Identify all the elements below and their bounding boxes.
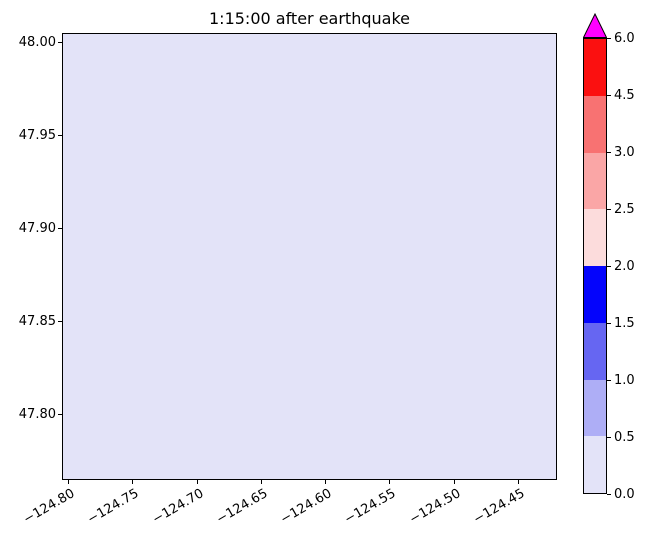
x-tick-mark [132, 480, 134, 484]
colorbar-tick-label: 2.5 [614, 201, 635, 217]
colorbar-segment [584, 379, 606, 437]
x-tick-mark [67, 480, 69, 484]
colorbar-tick-mark [607, 265, 611, 267]
colorbar-tick-label: 6.0 [614, 30, 635, 46]
y-tick-label: 47.85 [18, 314, 56, 330]
x-tick-mark [260, 480, 262, 484]
colorbar-segment [584, 39, 606, 96]
colorbar-segment [584, 436, 606, 493]
y-tick-mark [58, 414, 62, 416]
colorbar-tick-label: 1.0 [614, 372, 635, 388]
colorbar-segment [584, 95, 606, 153]
colorbar-tick-mark [607, 151, 611, 153]
x-tick-label: −124.75 [85, 486, 142, 528]
y-tick-mark [58, 321, 62, 323]
x-tick-label: −124.50 [406, 486, 464, 528]
colorbar-tick-label: 2.0 [614, 258, 635, 274]
y-tick-mark [58, 134, 62, 136]
x-tick-mark [196, 480, 198, 484]
x-tick-label: −124.60 [278, 486, 335, 528]
colorbar-tick-label: 1.5 [614, 315, 635, 331]
chart-title: 1:15:00 after earthquake [209, 9, 410, 28]
x-tick-mark [389, 480, 391, 484]
colorbar-tick-mark [607, 37, 611, 39]
x-tick-label: −124.80 [21, 486, 78, 528]
colorbar-tick-label: 3.0 [614, 144, 635, 160]
colorbar-tick-mark [607, 322, 611, 324]
colorbar-segment [584, 152, 606, 210]
colorbar-tick-label: 0.5 [614, 429, 635, 445]
colorbar-over-arrow [583, 13, 607, 38]
y-tick-label: 47.90 [18, 221, 56, 237]
colorbar-segment [584, 209, 606, 266]
colorbar-tick-mark [607, 436, 611, 438]
y-tick-label: 47.95 [18, 127, 56, 143]
x-tick-label: −124.45 [471, 486, 528, 528]
colorbar-tick-mark [607, 208, 611, 210]
colorbar-tick-label: 4.5 [614, 87, 635, 103]
x-tick-mark [517, 480, 519, 484]
x-tick-label: −124.65 [213, 486, 271, 528]
colorbar-tick-mark [607, 94, 611, 96]
x-tick-label: −124.55 [342, 486, 399, 528]
y-tick-mark [58, 228, 62, 230]
colorbar-tick-mark [607, 493, 611, 495]
y-tick-label: 48.00 [18, 34, 56, 50]
colorbar-tick-label: 0.0 [614, 486, 635, 502]
colorbar-tick-mark [607, 379, 611, 381]
plot-area [62, 33, 557, 480]
x-tick-label: −124.70 [149, 486, 206, 528]
colorbar-segment [584, 322, 606, 380]
y-tick-label: 47.80 [18, 407, 56, 423]
y-tick-mark [58, 41, 62, 43]
colorbar [583, 38, 607, 494]
x-tick-mark [453, 480, 455, 484]
x-tick-mark [325, 480, 327, 484]
colorbar-segment [584, 266, 606, 323]
